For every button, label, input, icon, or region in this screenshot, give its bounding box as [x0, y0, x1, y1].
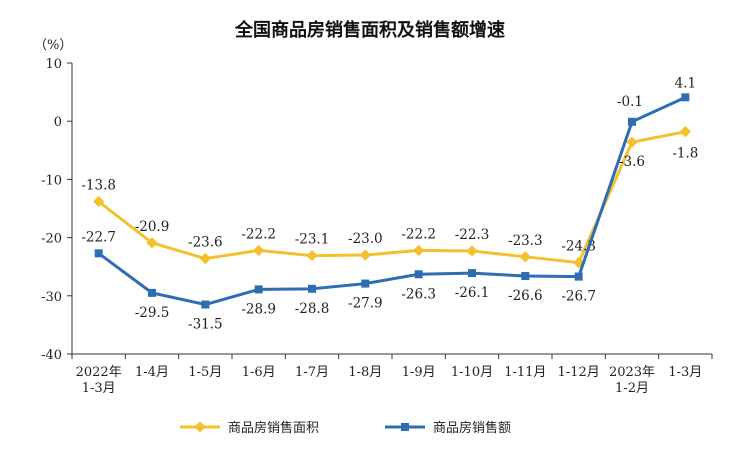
area-series-point [199, 252, 211, 265]
x-tick-label: 1-11月 [504, 365, 546, 380]
x-tick-label: 1-7月 [295, 365, 329, 380]
amount-series-point [574, 272, 583, 281]
amount-data-label: -26.6 [508, 288, 543, 304]
legend-area-label: 商品房销售面积 [228, 420, 319, 436]
amount-series-point [308, 284, 316, 293]
amount-data-label: -28.9 [241, 301, 276, 317]
x-tick-label: 1-10月 [451, 365, 493, 380]
x-tick-label: 1-2月 [615, 381, 649, 396]
amount-data-label: -31.5 [188, 317, 223, 333]
amount-data-label: -27.9 [348, 296, 383, 312]
area-series-point [519, 251, 531, 263]
area-series-point [306, 249, 318, 262]
x-tick-label: 1-4月 [135, 365, 169, 380]
area-data-label: -13.8 [81, 178, 116, 194]
amount-data-label: 4.1 [675, 75, 696, 91]
x-tick-label: 1-3月 [668, 365, 702, 380]
legend-area-marker [194, 421, 206, 433]
x-tick-label: 1-6月 [242, 365, 276, 380]
amount-series-point [468, 269, 476, 278]
y-tick-label: 10 [45, 57, 62, 72]
area-series-point [413, 244, 425, 257]
area-data-label: -1.8 [672, 146, 698, 162]
x-tick-label: 1-5月 [188, 365, 222, 380]
area-data-label: -23.6 [188, 235, 223, 251]
amount-data-label: -29.5 [135, 305, 170, 321]
y-tick-label: -40 [41, 348, 62, 363]
amount-series-point [681, 93, 690, 102]
area-data-label: -22.3 [455, 227, 490, 243]
amount-series-point [254, 285, 263, 294]
amount-series-point [361, 279, 370, 288]
amount-series-point [94, 249, 103, 258]
x-tick-label: 1-9月 [402, 365, 436, 380]
area-data-label: -22.2 [241, 226, 276, 242]
area-series-point [626, 136, 638, 148]
amount-series-line [97, 95, 686, 307]
area-series-point [146, 237, 158, 249]
legend-amount-marker [401, 423, 409, 431]
amount-data-label: -26.1 [455, 285, 490, 301]
amount-series-point [628, 117, 636, 126]
area-data-label: -20.9 [135, 219, 170, 235]
area-series-point [466, 245, 478, 257]
area-data-label: -23.0 [348, 231, 383, 247]
area-series-point [359, 249, 371, 261]
amount-data-label: -26.7 [561, 289, 596, 305]
chart-title: 全国商品房销售面积及销售额增速 [235, 20, 505, 41]
amount-series-point [148, 288, 156, 297]
amount-data-label: -22.7 [81, 229, 116, 245]
y-tick-label: -10 [41, 173, 62, 188]
area-data-label: -23.3 [508, 233, 543, 249]
area-series-line [97, 130, 686, 265]
amount-series-point [414, 270, 423, 279]
area-data-label: -3.6 [619, 154, 645, 170]
x-tick-label: 1-8月 [348, 365, 382, 380]
x-tick-label: 1-3月 [82, 381, 116, 396]
x-tick-label: 2022年 [76, 365, 122, 380]
amount-data-label: -26.3 [401, 286, 436, 302]
area-data-label: -23.1 [295, 232, 330, 248]
y-tick-label: -30 [41, 290, 62, 305]
amount-series-point [521, 272, 530, 281]
area-series-point [679, 126, 691, 138]
x-tick-label: 2023年 [609, 365, 655, 380]
y-axis-unit: （%） [34, 38, 73, 53]
amount-series-point [201, 300, 210, 309]
area-series-point [253, 244, 265, 257]
amount-data-label: -28.8 [295, 301, 330, 317]
legend-amount-label: 商品房销售额 [433, 420, 511, 436]
y-tick-label: -20 [41, 232, 62, 247]
y-tick-label: 0 [54, 115, 62, 130]
amount-data-label: -0.1 [617, 94, 643, 110]
area-data-label: -22.2 [401, 226, 436, 242]
x-tick-label: 1-12月 [558, 365, 600, 380]
